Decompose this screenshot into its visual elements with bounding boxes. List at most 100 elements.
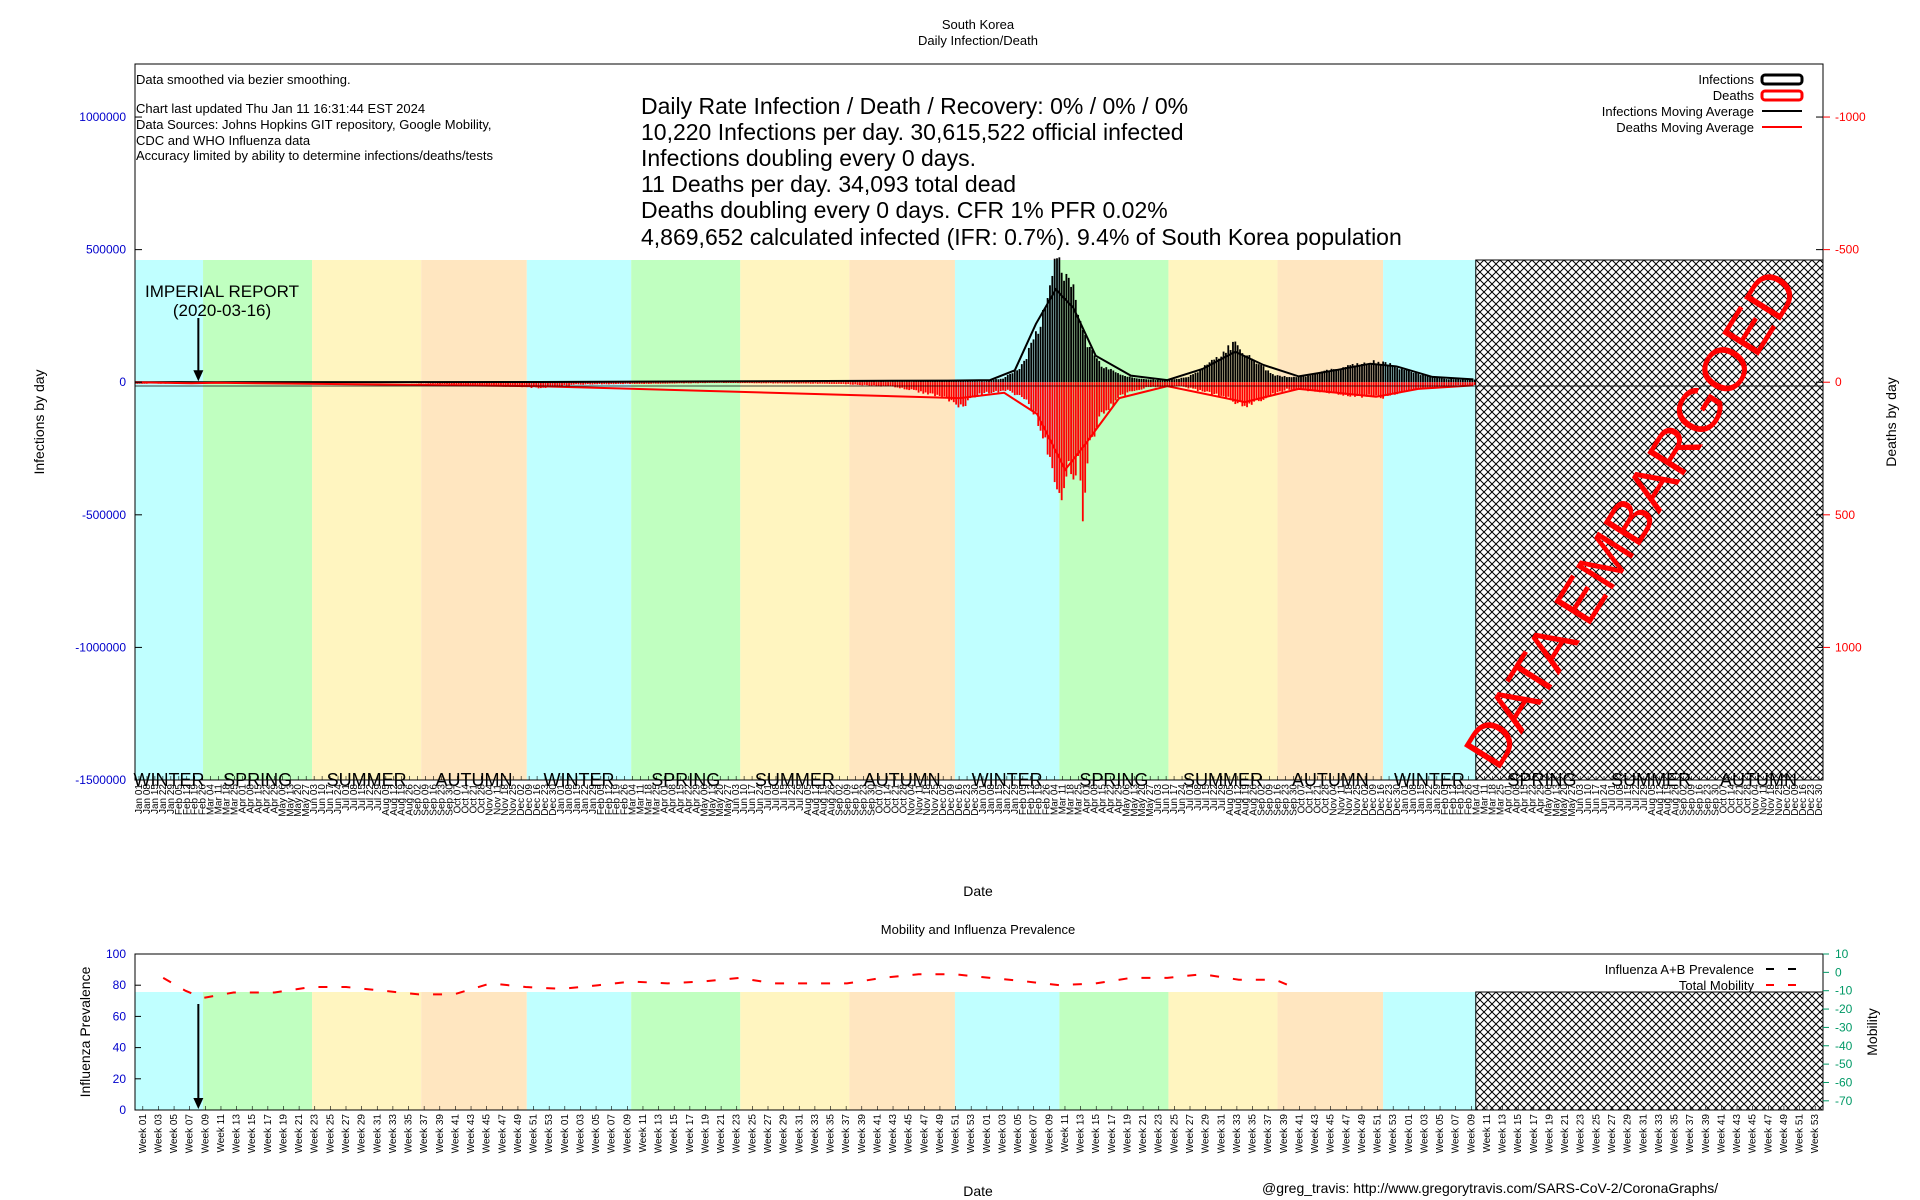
death-bar: [572, 382, 575, 385]
infection-bar: [1006, 374, 1009, 383]
x-tick-label: Sep 16: [429, 784, 440, 816]
death-bar: [1255, 382, 1258, 399]
x-tick-label: Apr 15: [675, 784, 686, 814]
x-tick-label: Jul 29: [373, 784, 384, 811]
death-bar: [509, 382, 512, 387]
mobility-title: Mobility and Influenza Prevalence: [881, 922, 1075, 937]
death-bar: [1264, 382, 1267, 399]
death-bar: [1358, 382, 1361, 395]
x-tick-label: May 06: [699, 784, 710, 817]
infection-bar: [1349, 365, 1352, 383]
infection-bar: [1175, 378, 1178, 383]
x-tick-label: Oct 07: [1718, 784, 1729, 814]
infection-bar: [889, 381, 892, 383]
infection-bar: [1447, 379, 1450, 383]
death-bar: [955, 382, 958, 405]
death-bar: [1227, 382, 1230, 397]
death-bar: [462, 382, 465, 385]
moving-average-lines: [135, 287, 1474, 472]
x-tick-label: Dec 09: [946, 784, 957, 816]
x-tick-label: Feb 26: [198, 784, 209, 816]
mobility-y-tick-label: 60: [113, 1009, 127, 1023]
mobility-x-tick-label: Week 33: [810, 1114, 821, 1154]
death-bar: [579, 382, 582, 385]
x-tick-label: Jan 22: [1424, 784, 1435, 814]
death-bar: [1307, 382, 1309, 392]
mobility-x-tick-label: Week 37: [1685, 1114, 1696, 1154]
mobility-y-tick-label: 20: [113, 1072, 127, 1086]
death-bar: [1060, 382, 1063, 501]
death-bar: [568, 382, 570, 386]
death-bar: [1194, 382, 1197, 389]
infection-bar: [1278, 375, 1281, 383]
x-tick-label: Jan 08: [564, 784, 575, 814]
death-bar: [617, 382, 620, 384]
death-bar: [873, 382, 875, 386]
death-bar: [739, 382, 742, 384]
x-tick-label: Mar 04: [1472, 784, 1483, 816]
death-bar: [1166, 382, 1169, 387]
death-bar: [1267, 382, 1270, 396]
embargo-region: [1475, 259, 1824, 781]
main-x-axis-label: Date: [963, 883, 993, 899]
mobility-y2-tick-label: 0: [1835, 965, 1842, 979]
death-bar: [950, 382, 953, 401]
x-tick-label: Oct 14: [460, 784, 471, 814]
infection-bar: [1121, 375, 1124, 383]
mobility-x-tick-label: Week 29: [1201, 1114, 1212, 1154]
death-bar: [1241, 382, 1244, 407]
death-bar: [565, 382, 568, 386]
mobility-x-tick-label: Week 25: [1591, 1114, 1602, 1154]
death-bar: [1147, 382, 1150, 388]
death-bar: [746, 382, 749, 384]
mobility-x-tick-label: Week 19: [1544, 1114, 1555, 1154]
x-tick-label: Sep 30: [867, 784, 878, 816]
infection-bar: [1293, 376, 1295, 383]
stat-line: 11 Deaths per day. 34,093 total dead: [641, 171, 1016, 197]
x-tick-label: Dec 23: [1806, 784, 1817, 816]
infection-bar: [1466, 379, 1469, 383]
death-bar: [605, 382, 608, 385]
infection-bar: [912, 381, 915, 383]
infection-bar: [929, 381, 932, 383]
x-tick-label: May 06: [1121, 784, 1132, 817]
infection-bar: [1117, 373, 1119, 383]
x-tick-label: May 20: [715, 784, 726, 817]
infection-bar: [1126, 376, 1129, 383]
death-bar: [1384, 382, 1387, 396]
death-bar: [474, 382, 477, 386]
mobility-x-tick-label: Week 45: [482, 1114, 493, 1154]
death-bar: [1269, 382, 1272, 397]
infection-bar: [875, 381, 878, 383]
death-bar: [1400, 382, 1403, 393]
infection-bar: [995, 379, 997, 383]
infection-bar: [1182, 377, 1185, 383]
death-bar: [1079, 382, 1082, 481]
death-bar: [884, 382, 887, 387]
infection-bar: [1375, 364, 1377, 383]
x-tick-label: Jun 10: [317, 784, 328, 814]
death-bar: [1469, 382, 1471, 386]
x-tick-label: Jun 17: [325, 784, 336, 814]
mobility-y2-tick-label: -40: [1835, 1039, 1853, 1053]
x-tick-label: Mar 25: [230, 784, 241, 816]
death-bar: [1278, 382, 1281, 392]
x-tick-label: Apr 01: [237, 784, 248, 814]
death-bar: [840, 382, 843, 384]
mobility-season-band: [203, 992, 313, 1110]
mobility-x-tick-label: Week 05: [1435, 1114, 1446, 1154]
death-bar: [551, 382, 554, 388]
death-bar: [488, 382, 491, 386]
mobility-season-band: [421, 992, 527, 1110]
death-bar: [1220, 382, 1223, 396]
x-tick-label: Jan 29: [166, 784, 177, 814]
x-tick-label: Nov 18: [1344, 784, 1355, 816]
mobility-x-tick-label: Week 15: [1513, 1114, 1524, 1154]
death-bar: [854, 382, 857, 385]
mobility-x-tick-label: Week 15: [247, 1114, 258, 1154]
infection-bar: [1290, 377, 1293, 383]
infection-bar: [1206, 364, 1209, 383]
death-bar: [530, 382, 533, 388]
death-bar: [542, 382, 545, 388]
infection-bar: [1084, 334, 1087, 383]
